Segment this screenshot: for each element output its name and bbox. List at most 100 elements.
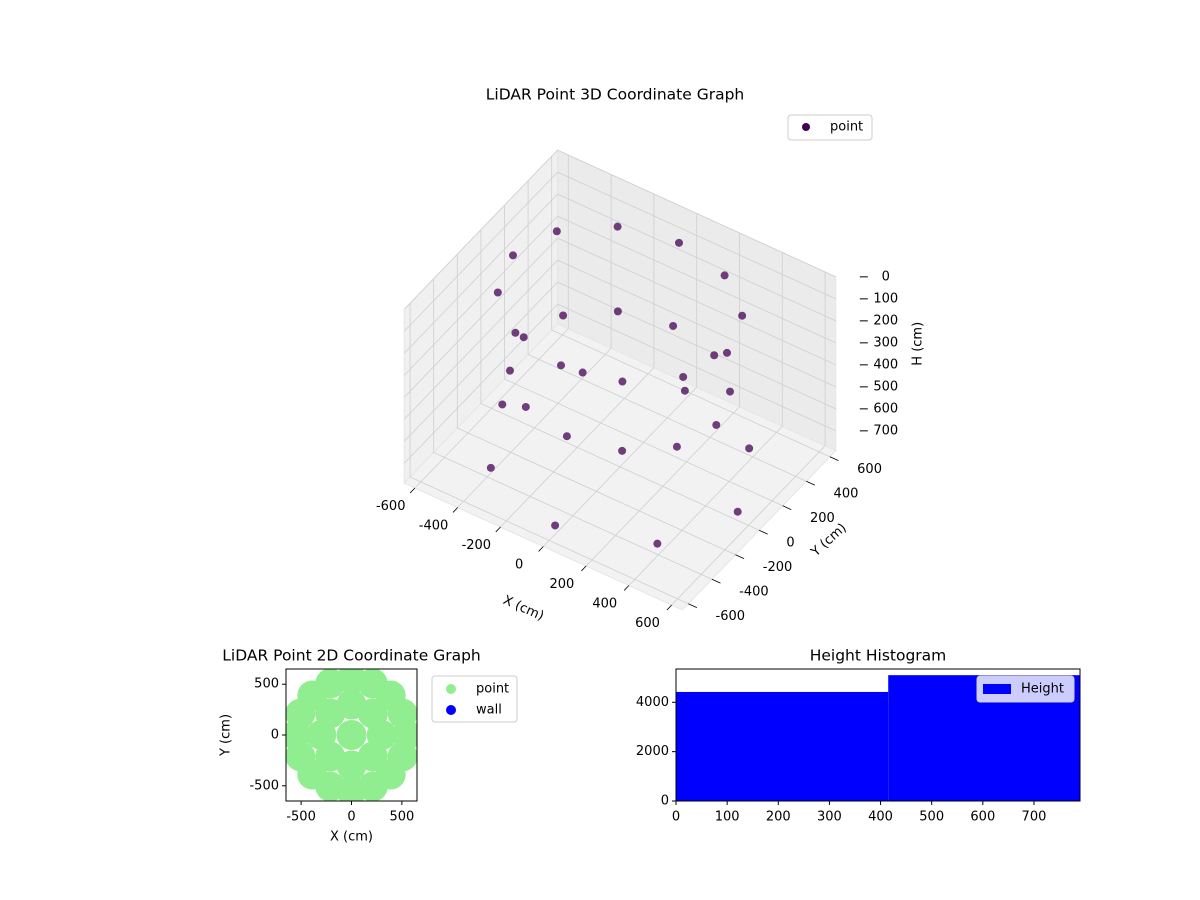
grid-line <box>557 149 836 278</box>
point <box>336 720 367 750</box>
tick-mark <box>623 585 630 591</box>
x-tick-label: -500 <box>286 810 316 825</box>
point <box>315 771 346 801</box>
tick-mark <box>452 507 458 513</box>
legend-label: Height <box>1021 682 1064 697</box>
grid-line <box>403 303 558 464</box>
chart-title: LiDAR Point 3D Coordinate Graph <box>486 86 744 104</box>
legend-marker <box>983 684 1011 694</box>
legend-marker <box>446 705 456 715</box>
legend-marker <box>446 684 456 694</box>
z-tick-label: 200 <box>873 313 898 328</box>
z-tick-label: 500 <box>873 379 898 394</box>
x-axis-label: X (cm) <box>501 593 546 624</box>
y-tick-label: -400 <box>739 585 769 600</box>
grid-line <box>403 259 558 420</box>
y-tick-label: 200 <box>810 511 835 526</box>
x-tick-label: 100 <box>715 810 740 825</box>
point <box>519 333 528 342</box>
point <box>357 771 388 801</box>
grid-line <box>557 215 836 344</box>
point <box>669 321 678 330</box>
point <box>726 387 735 396</box>
grid-line <box>403 193 558 354</box>
y-tick-label: 0 <box>786 536 794 551</box>
tick-mark <box>409 487 416 494</box>
point <box>552 227 561 236</box>
point <box>618 446 627 455</box>
point <box>551 521 560 530</box>
point <box>578 368 587 377</box>
z-tick-label: 0 <box>882 269 890 284</box>
point <box>710 351 719 360</box>
legend-label: point <box>830 120 863 135</box>
tick-mark <box>581 565 587 572</box>
point <box>618 377 627 386</box>
point <box>745 444 754 453</box>
z-tick-label: 400 <box>873 357 898 372</box>
x-tick-label: 400 <box>868 810 893 825</box>
point <box>613 222 622 231</box>
point <box>557 361 565 370</box>
y-tick-label: -600 <box>716 609 746 624</box>
x-tick-label: -200 <box>462 538 492 553</box>
x-tick-label: 200 <box>550 577 575 592</box>
point <box>675 238 683 247</box>
x-tick-label: -400 <box>419 519 449 534</box>
legend-label: wall <box>476 703 502 718</box>
x-tick-label: 400 <box>592 597 617 612</box>
legend-box <box>787 114 873 141</box>
point <box>505 366 514 375</box>
grid-line <box>551 329 831 458</box>
grid-line <box>403 149 558 310</box>
point <box>723 348 731 357</box>
point <box>738 311 747 320</box>
z-tick-label: 300 <box>873 335 898 350</box>
tick-mark <box>829 456 839 462</box>
grid-line <box>433 452 713 580</box>
legend-label: point <box>476 682 509 697</box>
point <box>387 698 417 729</box>
point <box>509 251 517 260</box>
point <box>521 402 530 411</box>
grid-line <box>480 403 760 531</box>
grid-line <box>403 281 558 442</box>
grid-line <box>557 171 836 300</box>
x-tick-label: 0 <box>672 810 680 825</box>
grid-line <box>457 427 736 556</box>
x-axis-label: X (cm) <box>330 830 373 845</box>
legend-box <box>976 675 1075 703</box>
z-axis-label: H (cm) <box>910 322 925 366</box>
y-tick-label: 4000 <box>636 695 669 710</box>
legend-box <box>431 675 518 723</box>
point <box>672 442 681 451</box>
grid-line <box>557 193 836 322</box>
point <box>498 400 507 409</box>
point <box>357 669 388 699</box>
point <box>712 420 721 429</box>
z-tick-label: 100 <box>873 291 898 306</box>
grid-line <box>403 215 558 376</box>
bar <box>676 691 889 801</box>
chart-title: LiDAR Point 2D Coordinate Graph <box>222 647 480 665</box>
y-tick-label: 0 <box>661 794 669 809</box>
grid-line <box>527 354 807 482</box>
tick-mark <box>758 529 768 535</box>
grid-line <box>409 476 689 605</box>
y-tick-label: 600 <box>857 462 882 477</box>
tick-mark <box>688 603 698 609</box>
axes-frame <box>675 668 1081 802</box>
grid-line <box>403 237 558 398</box>
x-tick-label: 0 <box>347 810 355 825</box>
y-tick-label: -500 <box>249 778 279 793</box>
point <box>493 288 502 297</box>
x-tick-label: 200 <box>766 810 791 825</box>
grid-line <box>557 237 836 366</box>
y-tick-label: 400 <box>834 487 859 502</box>
tick-mark <box>666 604 672 611</box>
x-tick-label: 0 <box>515 558 523 573</box>
point <box>680 386 689 395</box>
point <box>733 507 742 516</box>
